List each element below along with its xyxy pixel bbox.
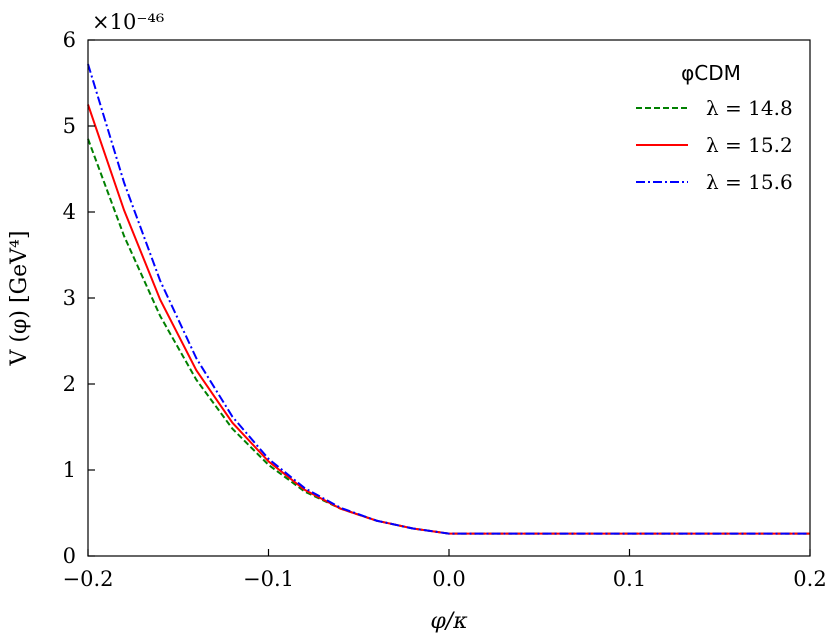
legend-label-2: λ = 15.2 [706, 133, 793, 157]
x-tick-label: 0.0 [432, 567, 465, 591]
x-axis-title: φ/κ [430, 609, 468, 634]
legend-title: φCDM [681, 61, 741, 85]
x-tick-label: −0.2 [63, 567, 114, 591]
y-tick-label: 4 [63, 200, 76, 224]
ticks-layer: −0.2 −0.1 0.0 0.1 0.2 0 1 2 3 4 5 6 [63, 28, 827, 591]
y-tick-label: 2 [63, 372, 76, 396]
series-line-2 [87, 104, 810, 535]
axes-frame [87, 39, 811, 557]
x-tick-label: 0.2 [793, 567, 826, 591]
y-tick-label: 1 [63, 458, 76, 482]
y-tick-label: 5 [63, 114, 76, 138]
y-tick-label: 6 [63, 28, 76, 52]
legend: φCDM λ = 14.8 λ = 15.2 λ = 15.6 [636, 61, 793, 194]
x-tick-label: −0.1 [243, 567, 294, 591]
series-line-1 [87, 138, 810, 535]
y-tick-label: 0 [63, 544, 76, 568]
y-axis-title: V (φ) [GeV⁴] [7, 231, 32, 367]
y-tick-label: 3 [63, 286, 76, 310]
y-offset-label: ×10⁻⁴⁶ [92, 10, 164, 34]
legend-label-1: λ = 14.8 [706, 96, 793, 120]
x-tick-label: 0.1 [613, 567, 646, 591]
series-layer [87, 63, 810, 535]
legend-label-3: λ = 15.6 [706, 170, 793, 194]
series-line-3 [87, 63, 810, 535]
